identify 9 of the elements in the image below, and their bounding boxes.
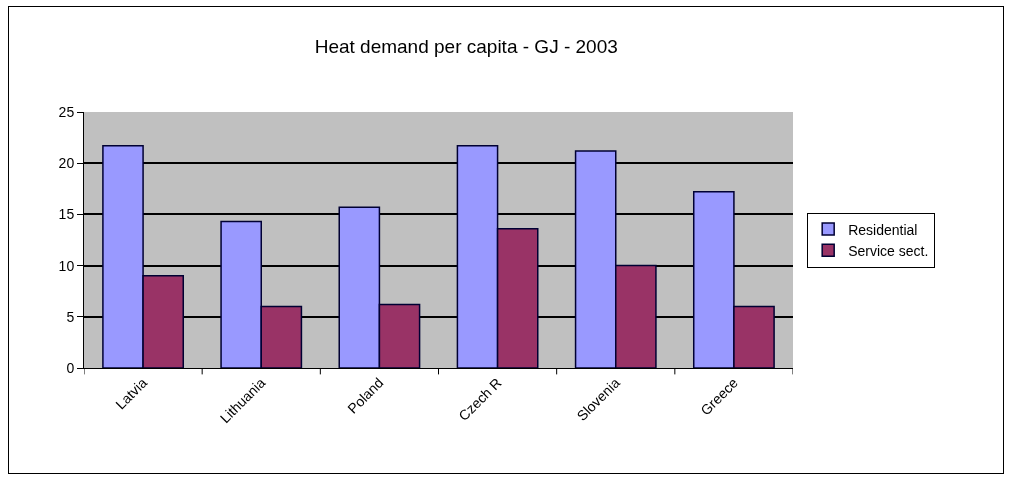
chart-title: Heat demand per capita - GJ - 2003 bbox=[314, 35, 618, 57]
y-tick-label: 10 bbox=[58, 257, 75, 274]
y-tick-label: 25 bbox=[58, 103, 75, 120]
legend-label: Residential bbox=[848, 221, 918, 238]
legend-label: Service sect. bbox=[848, 242, 929, 259]
y-tick-label: 5 bbox=[66, 308, 75, 325]
y-tick-label: 0 bbox=[66, 359, 75, 376]
y-tick-label: 15 bbox=[58, 206, 75, 223]
y-tick-label: 20 bbox=[58, 155, 75, 172]
